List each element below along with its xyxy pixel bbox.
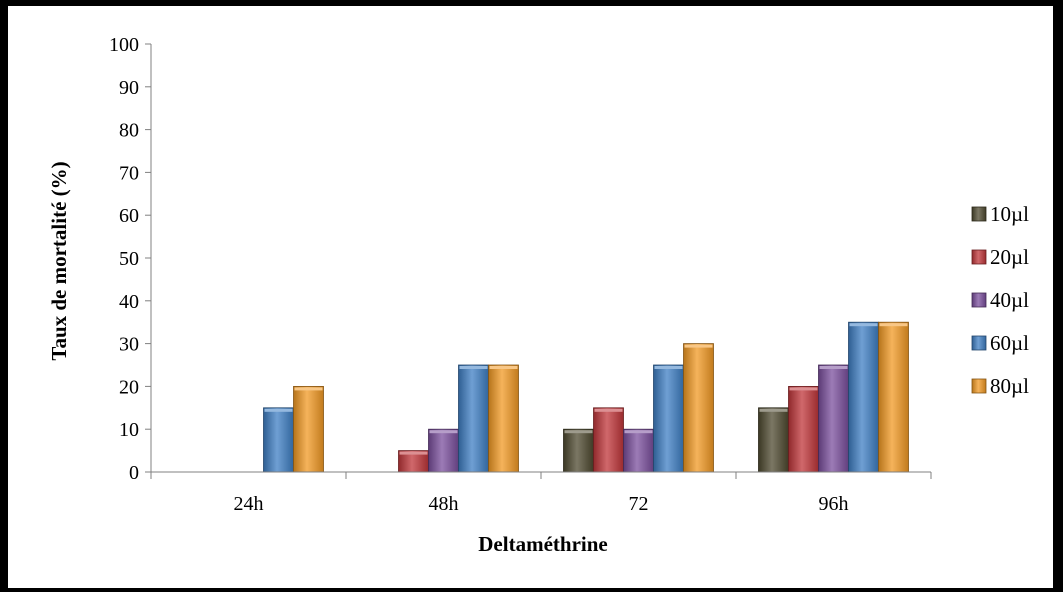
y-tick-label: 60 <box>119 205 139 227</box>
bar-72-80µl <box>683 343 714 473</box>
bar-96h-20µl <box>788 385 819 473</box>
bar-highlight <box>819 366 848 369</box>
y-tick-label: 100 <box>109 34 139 56</box>
legend-label: 10µl <box>990 202 1029 226</box>
bar-72-20µl <box>593 407 624 473</box>
y-tick-label: 90 <box>119 77 139 99</box>
x-tick-label: 24h <box>234 493 264 515</box>
chart-frame: 0 10 20 30 40 50 60 70 80 90 100 24h 48h 72 96h Deltam… <box>8 6 1053 588</box>
x-tick-label: 48h <box>429 493 459 515</box>
y-tick-label: 50 <box>119 248 139 270</box>
bars-layer <box>263 321 909 473</box>
bar-highlight <box>624 430 653 434</box>
legend-label: 20µl <box>990 245 1029 269</box>
bar-72-10µl <box>563 428 594 473</box>
bar-96h-60µl <box>848 321 879 473</box>
bar-highlight <box>684 344 713 348</box>
bar-highlight <box>879 323 908 327</box>
x-tick-label: 96h <box>819 493 849 515</box>
bar-48h-80µl <box>488 364 519 473</box>
bar-96h-10µl <box>758 407 789 473</box>
bar-highlight <box>849 323 878 327</box>
bar-highlight <box>789 387 818 391</box>
bar-highlight <box>264 408 293 412</box>
y-tick-label: 70 <box>119 162 139 184</box>
x-tick-label: 72 <box>629 493 649 515</box>
bar-24h-60µl <box>263 407 294 473</box>
legend: 10µl 20µl 40µl 60µl 80µl <box>971 202 1029 398</box>
bar-highlight <box>564 430 593 434</box>
bar-highlight <box>294 387 323 391</box>
y-tick-label: 30 <box>119 334 139 356</box>
bar-highlight <box>489 366 518 369</box>
y-tick-label: 40 <box>119 291 139 313</box>
bar-96h-40µl <box>818 364 849 473</box>
bar-72-60µl <box>653 364 684 473</box>
bar-highlight <box>399 451 428 455</box>
bar-48h-60µl <box>458 364 489 473</box>
x-axis-title: Deltaméthrine <box>478 532 607 556</box>
y-tick-label: 20 <box>119 376 139 398</box>
bar-highlight <box>594 408 623 412</box>
y-tick-label: 80 <box>119 120 139 142</box>
bar-24h-80µl <box>293 385 324 473</box>
bar-96h-80µl <box>878 321 909 473</box>
legend-swatch <box>971 292 987 308</box>
axes-layer: 0 10 20 30 40 50 60 70 80 90 100 24h 48h 72 96h <box>109 34 932 515</box>
bar-highlight <box>654 366 683 369</box>
y-tick-label: 10 <box>119 419 139 441</box>
bar-highlight <box>759 408 788 412</box>
y-axis-title: Taux de mortalité (%) <box>47 161 71 360</box>
bar-72-40µl <box>623 428 654 473</box>
legend-swatch <box>971 335 987 351</box>
legend-swatch <box>971 206 987 222</box>
y-tick-label: 0 <box>129 462 139 484</box>
legend-label: 80µl <box>990 374 1029 398</box>
bar-highlight <box>459 366 488 369</box>
bar-highlight <box>429 430 458 434</box>
legend-swatch <box>971 249 987 265</box>
legend-label: 60µl <box>990 331 1029 355</box>
legend-label: 40µl <box>990 288 1029 312</box>
bar-48h-40µl <box>428 428 459 473</box>
bar-chart: 0 10 20 30 40 50 60 70 80 90 100 24h 48h 72 96h Deltam… <box>47 34 1029 556</box>
legend-swatch <box>971 378 987 394</box>
